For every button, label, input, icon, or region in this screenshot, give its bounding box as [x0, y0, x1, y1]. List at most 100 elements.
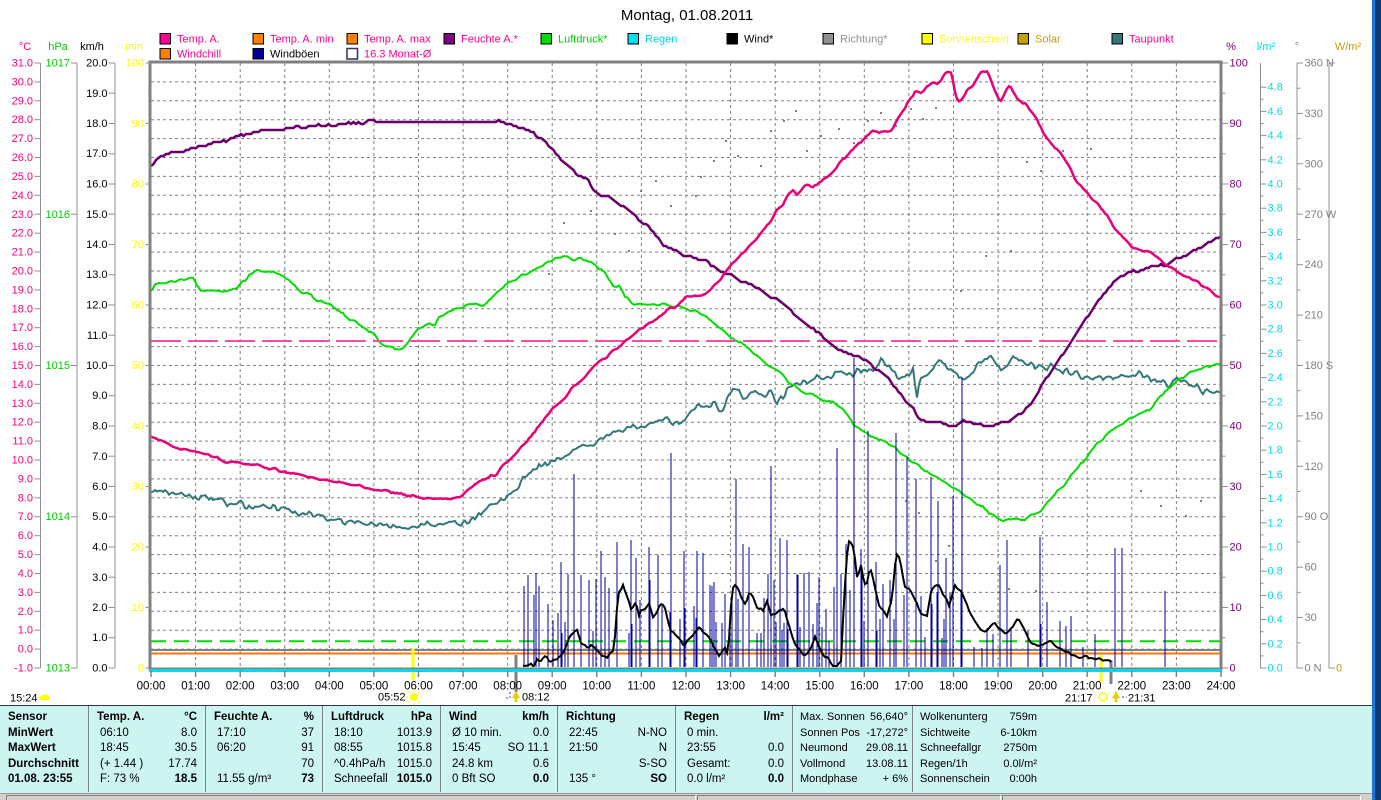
- svg-text:6.0: 6.0: [18, 530, 33, 542]
- svg-text:20:00: 20:00: [1028, 681, 1057, 693]
- svg-text:300: 300: [1305, 158, 1323, 170]
- svg-text:21:31: 21:31: [1128, 693, 1156, 705]
- svg-text:0.0: 0.0: [92, 663, 107, 675]
- svg-text:10.0: 10.0: [12, 455, 33, 467]
- svg-text:2.0: 2.0: [92, 602, 107, 614]
- svg-text:14.0: 14.0: [86, 239, 107, 251]
- svg-text:Feuchte A.*: Feuchte A.*: [461, 34, 519, 46]
- svg-text:330: 330: [1305, 108, 1323, 120]
- svg-text:90: 90: [1230, 118, 1242, 130]
- svg-text:21:17: 21:17: [1065, 693, 1093, 705]
- svg-text:12.0: 12.0: [86, 300, 107, 312]
- svg-text:Luftdruck*: Luftdruck*: [558, 34, 608, 46]
- svg-text:09:00: 09:00: [538, 681, 567, 693]
- svg-text:Temp. A. max: Temp. A. max: [364, 34, 431, 46]
- svg-text:9.0: 9.0: [18, 473, 33, 485]
- svg-text:23:00: 23:00: [1162, 681, 1191, 693]
- svg-text:l/m²: l/m²: [1257, 41, 1276, 53]
- svg-text:2.2: 2.2: [1268, 396, 1283, 408]
- svg-text:30.0: 30.0: [12, 76, 33, 88]
- svg-text:70: 70: [132, 239, 144, 251]
- svg-text:Montag, 01.08.2011: Montag, 01.08.2011: [621, 7, 753, 24]
- svg-text:11.0: 11.0: [87, 330, 108, 342]
- svg-text:21:00: 21:00: [1073, 681, 1102, 693]
- svg-text:16.0: 16.0: [12, 341, 33, 353]
- svg-text:13:00: 13:00: [716, 681, 745, 693]
- svg-text:1.0: 1.0: [92, 632, 107, 644]
- svg-text:270 W: 270 W: [1305, 209, 1337, 221]
- svg-text:8.0: 8.0: [18, 492, 33, 504]
- svg-text:14:00: 14:00: [761, 681, 790, 693]
- svg-text:Solar: Solar: [1035, 34, 1061, 46]
- svg-text:1014: 1014: [46, 511, 70, 523]
- svg-text:6.0: 6.0: [92, 481, 107, 493]
- svg-text:km/h: km/h: [80, 41, 104, 53]
- svg-text:3.0: 3.0: [1268, 300, 1283, 312]
- svg-text:04:00: 04:00: [315, 681, 344, 693]
- svg-text:Windböen: Windböen: [270, 49, 320, 61]
- svg-text:8.0: 8.0: [92, 421, 107, 433]
- svg-text:12.0: 12.0: [12, 417, 33, 429]
- svg-text:4.0: 4.0: [18, 568, 33, 580]
- svg-text:7.0: 7.0: [18, 511, 33, 523]
- svg-text:0: 0: [1230, 663, 1236, 675]
- svg-text:3.8: 3.8: [1268, 203, 1283, 215]
- svg-text:11.0: 11.0: [12, 436, 33, 448]
- svg-text:2.4: 2.4: [1268, 372, 1283, 384]
- svg-text:50: 50: [1230, 360, 1242, 372]
- svg-text:22.0: 22.0: [12, 228, 33, 240]
- svg-text:26.0: 26.0: [12, 152, 33, 164]
- svg-text:0 N: 0 N: [1305, 663, 1322, 675]
- svg-text:hPa: hPa: [48, 41, 68, 53]
- svg-text:15.0: 15.0: [12, 360, 33, 372]
- svg-text:3.4: 3.4: [1268, 251, 1283, 263]
- svg-text:15:24: 15:24: [10, 693, 38, 705]
- svg-text:3.6: 3.6: [1268, 227, 1283, 239]
- svg-text:360 N: 360 N: [1305, 58, 1334, 70]
- svg-text:00:00: 00:00: [137, 681, 166, 693]
- svg-text:30: 30: [1305, 612, 1317, 624]
- svg-text:Regen: Regen: [645, 34, 677, 46]
- svg-text:30: 30: [132, 481, 144, 493]
- svg-text:Temp. A.: Temp. A.: [177, 34, 220, 46]
- svg-text:05:00: 05:00: [360, 681, 389, 693]
- svg-text:1.0: 1.0: [1268, 542, 1283, 554]
- svg-text:05:52: 05:52: [378, 692, 406, 704]
- svg-text:-1.0: -1.0: [14, 663, 33, 675]
- svg-text:1.8: 1.8: [1268, 445, 1283, 457]
- svg-text:2.6: 2.6: [1268, 348, 1283, 360]
- svg-text:19.0: 19.0: [86, 88, 107, 100]
- svg-text:19:00: 19:00: [984, 681, 1013, 693]
- svg-text:29.0: 29.0: [12, 95, 33, 107]
- svg-text:60: 60: [1305, 562, 1317, 574]
- svg-text:7.0: 7.0: [92, 451, 107, 463]
- svg-text:28.0: 28.0: [12, 114, 33, 126]
- svg-text:17.0: 17.0: [12, 322, 33, 334]
- svg-text:180 S: 180 S: [1305, 360, 1334, 372]
- svg-text:0: 0: [1336, 663, 1342, 675]
- svg-text:15:00: 15:00: [805, 681, 834, 693]
- svg-text:4.0: 4.0: [92, 542, 107, 554]
- svg-text:150: 150: [1305, 410, 1323, 422]
- svg-text:19.0: 19.0: [12, 284, 33, 296]
- svg-text:0.6: 0.6: [1268, 590, 1283, 602]
- svg-text:2.0: 2.0: [1268, 421, 1283, 433]
- svg-text:20.0: 20.0: [12, 266, 33, 278]
- svg-text:Richtung*: Richtung*: [840, 34, 888, 46]
- svg-text:Wind*: Wind*: [744, 34, 774, 46]
- svg-text:4.4: 4.4: [1268, 130, 1283, 142]
- svg-text:06:00: 06:00: [404, 681, 433, 693]
- svg-text:1017: 1017: [46, 58, 70, 70]
- svg-text:15.0: 15.0: [86, 209, 107, 221]
- svg-text:9.0: 9.0: [92, 390, 107, 402]
- svg-text:4.2: 4.2: [1268, 154, 1283, 166]
- svg-text:2.0: 2.0: [18, 606, 33, 618]
- svg-text:14.0: 14.0: [12, 379, 33, 391]
- svg-text:21.0: 21.0: [12, 247, 33, 259]
- svg-text:0.8: 0.8: [1268, 566, 1283, 578]
- svg-text:24.0: 24.0: [12, 190, 33, 202]
- svg-text:08:00: 08:00: [493, 681, 522, 693]
- svg-text:0.4: 0.4: [1268, 614, 1283, 626]
- svg-text:27.0: 27.0: [12, 133, 33, 145]
- svg-text:Windchill: Windchill: [177, 49, 221, 61]
